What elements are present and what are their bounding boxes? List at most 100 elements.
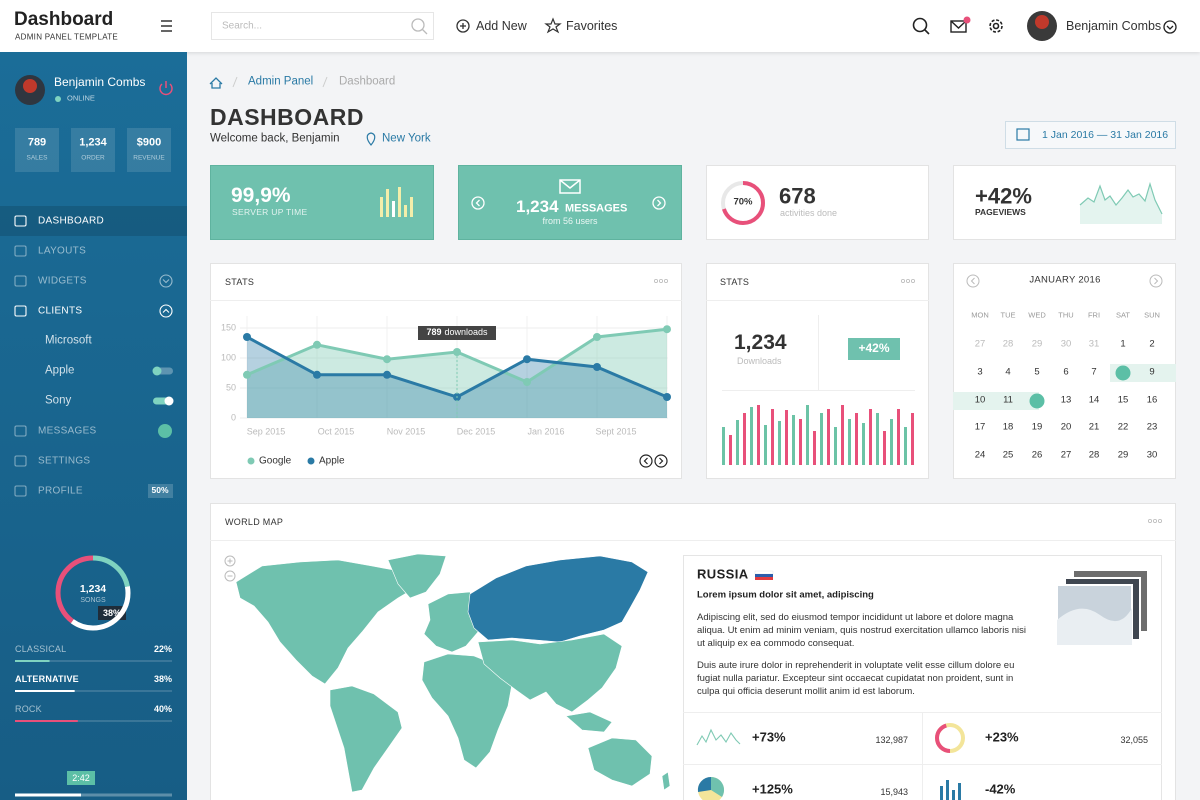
sidebar-stat-label: SALES [26, 154, 48, 162]
calendar-day[interactable]: 6 [1063, 366, 1069, 378]
card-label: activities done [780, 207, 838, 218]
calendar-day[interactable]: 29 [1117, 449, 1129, 461]
crumb-sep [322, 76, 328, 88]
bar-chart-value: 1,234 [734, 330, 787, 354]
activity-ring-label: 70% [733, 196, 753, 208]
client-item[interactable]: Microsoft [45, 334, 92, 347]
genre-value: 40% [153, 703, 172, 714]
menu-item[interactable]: MESSAGES [38, 425, 97, 437]
calendar-day[interactable]: 2 [1149, 338, 1155, 350]
calendar-day[interactable]: 11 [1003, 394, 1013, 406]
sidebar-user: Benjamin Combs [54, 75, 146, 90]
calendar-day[interactable]: 26 [1031, 449, 1043, 461]
user-status: ONLINE [67, 93, 95, 103]
card-value: 99,9% [231, 183, 291, 207]
calendar-day[interactable]: 3 [977, 366, 983, 378]
calendar-day[interactable]: 21 [1088, 421, 1100, 433]
panel-divider [210, 540, 1176, 541]
calendar-day[interactable]: 24 [974, 449, 986, 461]
page-title: DASHBOARD [210, 103, 364, 130]
calendar-day[interactable]: 22 [1117, 421, 1129, 433]
search-box[interactable] [211, 12, 434, 40]
messages-badge: 3 [162, 425, 168, 436]
menu-item[interactable]: PROFILE [38, 485, 83, 497]
add-new[interactable]: Add New [476, 18, 527, 33]
calendar-day[interactable]: 30 [1146, 449, 1158, 461]
songs-value: 1,234 [79, 582, 107, 595]
bar-chart-label: Downloads [737, 355, 782, 366]
stat-count: 132,987 [875, 734, 908, 745]
panel-title: STATS [225, 276, 255, 287]
panel-title: STATS [720, 276, 750, 287]
calendar-day[interactable]: 28 [1088, 449, 1100, 461]
menu-item[interactable]: SETTINGS [38, 455, 91, 467]
stat-value: +73% [752, 729, 786, 745]
calendar-day[interactable]: 5 [1034, 366, 1040, 378]
country-paragraph: Duis aute irure dolor in reprehenderit i… [697, 660, 1015, 697]
calendar-day[interactable]: 12 [1031, 394, 1043, 406]
genre-value: 22% [153, 643, 172, 654]
calendar-day[interactable]: 13 [1060, 394, 1072, 406]
menu-item[interactable]: DASHBOARD [38, 215, 105, 227]
client-item[interactable]: Sony [45, 394, 72, 407]
calendar-day[interactable]: 30 [1060, 338, 1072, 350]
sidebar-stat-value: 1,234 [79, 136, 107, 149]
calendar-day[interactable]: 14 [1088, 394, 1100, 406]
menu-item[interactable]: CLIENTS [38, 305, 83, 317]
welcome: Welcome back, Benjamin [210, 132, 340, 145]
calendar-day[interactable]: 4 [1005, 366, 1011, 378]
calendar-day[interactable]: 18 [1002, 421, 1014, 433]
calendar-day[interactable]: 31 [1088, 338, 1100, 350]
date-range-box[interactable] [1005, 121, 1176, 149]
menu-item[interactable]: LAYOUTS [38, 245, 87, 257]
brand: Dashboard [14, 9, 114, 31]
stat-value: +23% [985, 729, 1019, 745]
calendar-day[interactable]: 25 [1002, 449, 1014, 461]
sidebar-stat-value: $900 [136, 136, 162, 149]
sidebar [0, 52, 187, 800]
calendar-day[interactable]: 8 [1120, 366, 1126, 378]
bar-chart-badge: +42% [858, 341, 890, 356]
calendar-day[interactable]: 17 [974, 421, 986, 433]
stats-line-panel [210, 263, 682, 479]
location: New York [382, 132, 431, 145]
calendar-day[interactable]: 1 [1120, 338, 1126, 350]
stat-value: +125% [752, 781, 793, 797]
calendar-day[interactable]: 20 [1060, 421, 1072, 433]
weekday: THU [1058, 310, 1074, 320]
date-range: 1 Jan 2016 — 31 Jan 2016 [1042, 128, 1169, 141]
stats-divider [922, 712, 923, 800]
calendar-day[interactable]: 27 [1060, 449, 1072, 461]
calendar-day[interactable]: 29 [1031, 338, 1043, 350]
menu-item[interactable]: WIDGETS [38, 275, 87, 287]
card-value: 678 [779, 183, 816, 209]
calendar-day[interactable]: 19 [1031, 421, 1043, 433]
client-item[interactable]: Apple [45, 364, 75, 377]
card-value: +42% [975, 183, 1032, 209]
calendar-day[interactable]: 7 [1091, 366, 1097, 378]
header-user[interactable]: Benjamin Combs [1066, 18, 1162, 33]
favorites[interactable]: Favorites [566, 18, 618, 33]
songs-label: SONGS [80, 596, 106, 604]
stat-count: 15,943 [880, 786, 908, 797]
card-sub: from 56 users [542, 215, 598, 226]
crumb: Dashboard [339, 75, 396, 88]
stat-count: 32,055 [1120, 734, 1148, 745]
search-placeholder: Search... [222, 20, 263, 32]
calendar-day[interactable]: 15 [1117, 394, 1129, 406]
calendar-range [953, 392, 1039, 410]
calendar-day[interactable]: 9 [1149, 366, 1155, 378]
crumb[interactable]: Admin Panel [248, 75, 314, 88]
home-icon [209, 77, 223, 89]
calendar-day[interactable]: 16 [1146, 394, 1158, 406]
active-menu-row [0, 206, 187, 236]
calendar-day[interactable]: 28 [1002, 338, 1014, 350]
panel-divider [210, 300, 682, 301]
calendar-day[interactable]: 27 [974, 338, 986, 350]
calendar-day[interactable]: 10 [974, 394, 986, 406]
genre-name: ROCK [15, 703, 42, 714]
card-label: SERVER UP TIME [232, 207, 308, 218]
calendar-day[interactable]: 23 [1146, 421, 1158, 433]
songs-badge: 38% [102, 607, 122, 618]
